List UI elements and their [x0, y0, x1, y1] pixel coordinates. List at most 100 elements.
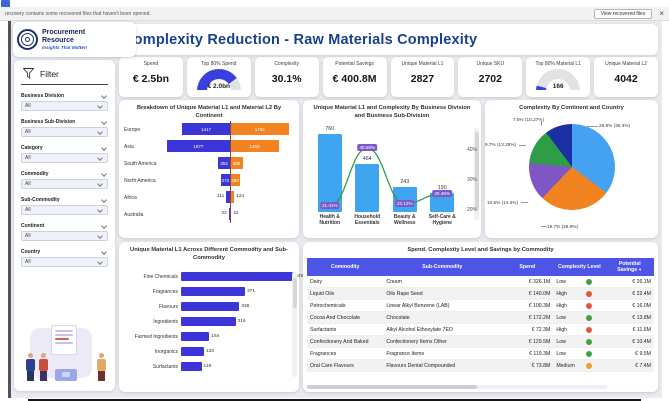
cell-spend: € 73.8M: [501, 359, 554, 372]
pie-slice-label: 10.5% (14.3%): [487, 200, 519, 205]
combo-category-axis: Health & Nutrition Household Essentials Be…: [311, 214, 461, 226]
filter-dropdown-commodity[interactable]: All: [21, 179, 108, 189]
hbar-row: Flavours 338: [125, 299, 289, 314]
bar-right[interactable]: [230, 191, 235, 203]
scrollbar-thumb[interactable]: [307, 385, 477, 389]
table-card: Spend, Complexity Level and Savings by C…: [303, 242, 658, 392]
bar-left[interactable]: 1877: [166, 140, 230, 152]
kpi-label: Complexity: [274, 61, 300, 67]
bar-right[interactable]: 1765: [230, 123, 290, 135]
table-row[interactable]: Petrochemicals Linear Alkyl Benzene (LAB)…: [307, 299, 654, 312]
kpi-card-potential-savings: Potential Savings € 400.8M: [322, 57, 387, 97]
data-table: Commodity Sub-Commodity Spend Complexity Le…: [307, 258, 654, 372]
column-bar[interactable]: [355, 164, 380, 212]
scrollbar-thumb[interactable]: [474, 132, 479, 210]
hbar-chart-card: Unique Material L1 Across Different Comm…: [119, 242, 303, 392]
filter-panel: Filter Business Division All Business Sub-…: [14, 60, 115, 391]
column-header-potential-savings[interactable]: Potential Savings▼: [605, 258, 654, 276]
scrollbar-thumb[interactable]: [292, 278, 297, 308]
bar-left[interactable]: 272: [220, 174, 230, 186]
table-scrollbar[interactable]: [307, 385, 607, 389]
filter-value: All: [25, 259, 31, 265]
status-dot: [586, 350, 593, 357]
hbar-scrollbar[interactable]: [292, 272, 297, 377]
column-header-commodity[interactable]: Commodity: [307, 258, 384, 276]
table-row[interactable]: Oral Care Flavours Flavours Dental Compou…: [307, 359, 654, 372]
table-row[interactable]: Surfactants Alkyl Alcohol Ethoxylate 7EO €…: [307, 323, 654, 336]
filter-dropdown-category[interactable]: All: [21, 153, 108, 163]
chart-title: Breakdown of Unique Material L1 and Mate…: [136, 105, 282, 119]
tornado-chart: Europe 1417 1765 Asia 1877 1453 South America 3…: [124, 121, 294, 223]
bar-right[interactable]: 1453: [230, 140, 279, 152]
cell-sub-commodity: Chocolate: [383, 311, 502, 324]
bar-value: 338: [241, 303, 250, 309]
logo-name: Procurement Resource: [42, 28, 86, 44]
logo-card: Procurement Resource Insights That Matte…: [13, 22, 136, 57]
close-icon[interactable]: ×: [659, 8, 664, 18]
category-label: Asia: [124, 143, 134, 150]
bar-value: 316: [237, 318, 246, 324]
filter-dropdown-country[interactable]: All: [21, 257, 108, 267]
chevron-down-icon: [97, 207, 103, 213]
table-title: Spend, Complexity Level and Savings by C…: [407, 247, 554, 253]
kpi-value: € 2.0bn: [207, 83, 231, 90]
combo-plot: 760 464 243 190 21.41% 40.59% 22.12% 25.49%: [311, 126, 461, 212]
procurement-resource-logo-icon: [17, 29, 38, 50]
column-header-complexity-level[interactable]: Complexity Level: [553, 258, 606, 276]
bar[interactable]: [181, 317, 236, 326]
chevron-down-icon: [97, 233, 103, 239]
chevron-down-icon: [101, 92, 107, 99]
filter-dropdown-business-division[interactable]: All: [21, 101, 108, 111]
table-row[interactable]: Confectionery And Baked Confectionery Ite…: [307, 335, 654, 348]
cell-savings: € 10.4M: [605, 335, 654, 348]
kpi-card-spend: Spend € 2.5bn: [119, 57, 183, 97]
status-dot: [586, 326, 593, 333]
bar-value: 111: [216, 194, 225, 199]
line-value-badge: 25.49%: [432, 189, 453, 197]
filter-label: Business Division: [21, 92, 65, 99]
recovery-notification-bar: recovery contains some recovered files t…: [0, 7, 669, 21]
view-recovered-files-button[interactable]: View recovered files: [593, 8, 653, 19]
filter-dropdown-sub-commodity[interactable]: All: [21, 205, 108, 215]
bar-left[interactable]: 1417: [182, 123, 230, 135]
cell-complexity: High: [553, 299, 606, 312]
table-row[interactable]: Liquid Oils Oils Rape Seed € 140.0M High € 2…: [307, 287, 654, 300]
table-row[interactable]: Dairy Cream € 326.1M Low € 26.1M: [307, 276, 654, 288]
bar-left[interactable]: [226, 191, 230, 203]
chart-title: Complexity By Continent and Country: [519, 105, 624, 111]
column-header-sub-commodity[interactable]: Sub-Commodity: [383, 258, 502, 276]
table-row[interactable]: Fragrances Fragrance Items € 119.3M Low € 9.…: [307, 347, 654, 360]
y-axis-tick: 20%: [466, 207, 477, 213]
cell-savings: € 13.8M: [605, 311, 654, 324]
cell-savings: € 7.4M: [605, 359, 654, 372]
bar-right[interactable]: 390: [230, 157, 244, 169]
bar[interactable]: [181, 332, 210, 341]
bar[interactable]: [181, 302, 240, 311]
status-dot: [586, 290, 593, 297]
table-row[interactable]: Cocoa And Chocolate Chocolate € 172.2M Low €…: [307, 311, 654, 324]
bar-value: 22: [221, 211, 227, 216]
column-header-spend[interactable]: Spend: [501, 258, 554, 276]
filter-dropdown-business-sub-division[interactable]: All: [21, 127, 108, 137]
bar-right[interactable]: 294: [230, 174, 240, 186]
cell-complexity: Low: [553, 311, 606, 324]
bar[interactable]: [181, 272, 293, 281]
leader-line: [587, 126, 598, 127]
pie-chart[interactable]: [529, 124, 615, 210]
filter-label: Country: [21, 248, 41, 255]
chart-title: Unique Material L1 and Complexity By Bus…: [313, 105, 471, 119]
column-bar[interactable]: [317, 134, 342, 212]
window-left-edge: [8, 21, 11, 398]
column-bar[interactable]: [430, 192, 455, 212]
bar-left[interactable]: [228, 208, 230, 220]
chevron-down-icon: [101, 248, 107, 255]
hbar-chart: Fine Chemicals 649 Fragrances 371 Flavours 33…: [125, 269, 303, 374]
complexity-text: High: [556, 290, 568, 297]
cell-commodity: Petrochemicals: [307, 299, 384, 312]
filter-dropdown-continent[interactable]: All: [21, 231, 108, 241]
bar[interactable]: [181, 287, 246, 296]
combo-scrollbar[interactable]: [474, 128, 479, 220]
bar-left[interactable]: 352: [218, 157, 230, 169]
bar[interactable]: [181, 362, 202, 371]
bar[interactable]: [181, 347, 204, 356]
